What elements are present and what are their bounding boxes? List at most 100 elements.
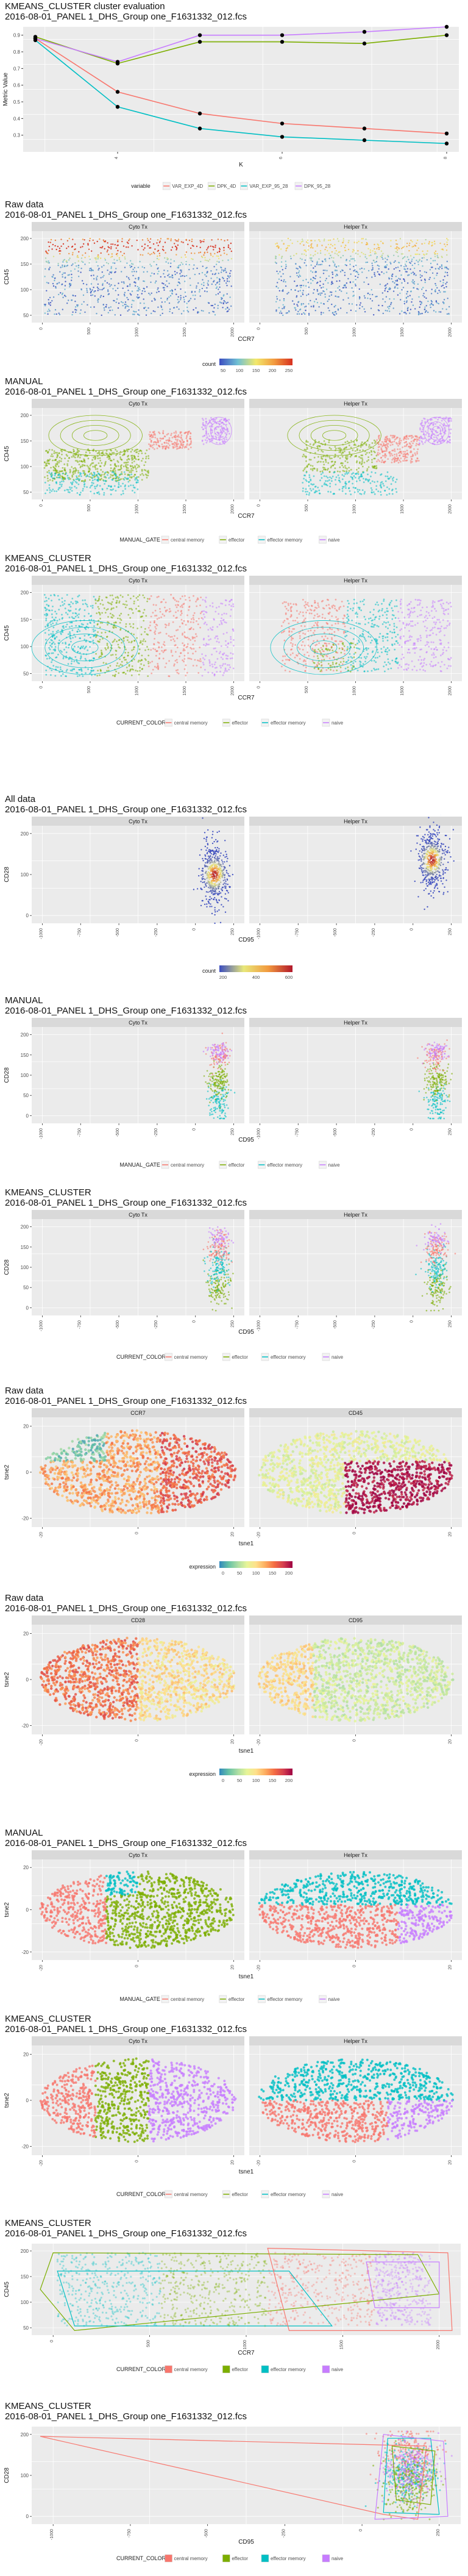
- manual-ccr7-point: [56, 470, 58, 472]
- kmeans-ccr7-point: [211, 606, 214, 608]
- kmeans-ccr7-point: [192, 653, 194, 655]
- manual-ccr7-point: [63, 469, 66, 471]
- manual-ccr7-point: [77, 483, 80, 485]
- manual-ccr7-point: [127, 473, 129, 476]
- raw-ccr7-point: [186, 302, 188, 304]
- manual-ccr7-point: [358, 476, 360, 478]
- raw-ccr7-point: [436, 302, 438, 304]
- manual-ccr7-point: [113, 485, 116, 487]
- raw-ccr7-point: [135, 271, 138, 273]
- raw-ccr7-point: [419, 306, 420, 308]
- manual-ccr7-point: [96, 484, 99, 486]
- raw-ccr7-point: [52, 256, 55, 257]
- kmeans-ccr7-point: [62, 657, 65, 660]
- manual-ccr7-point: [218, 423, 219, 424]
- manual-ccr7-point: [190, 443, 192, 445]
- raw-ccr7-point: [110, 284, 112, 286]
- raw-ccr7-point: [218, 288, 219, 290]
- raw-ccr7-point: [217, 304, 219, 307]
- raw-ccr7-point: [89, 268, 91, 270]
- raw-ccr7-point: [68, 237, 71, 240]
- raw-ccr7-point: [339, 307, 342, 309]
- manual-ccr7-point: [131, 476, 133, 478]
- manual-ccr7-point: [377, 481, 378, 483]
- raw-ccr7-point: [86, 290, 88, 292]
- manual-ccr7-point: [147, 474, 149, 476]
- manual-ccr7-point: [416, 451, 418, 453]
- raw-ccr7-point: [383, 273, 385, 274]
- raw-ccr7-point: [367, 248, 369, 249]
- raw-ccr7-point: [296, 313, 299, 315]
- manual-ccr7-point: [308, 474, 311, 476]
- manual-ccr7-point: [442, 431, 445, 434]
- kmeans-ccr7-point: [197, 659, 199, 662]
- kmeans-ccr7-point: [151, 672, 153, 674]
- raw-ccr7-point: [104, 240, 107, 242]
- kmeans-ccr7-point: [116, 599, 118, 602]
- raw-ccr7-point: [144, 243, 146, 245]
- eval-xtick-label: 8: [444, 157, 448, 159]
- kmeans-ccr7-point: [211, 629, 214, 631]
- manual-ccr7-point: [172, 443, 174, 445]
- manual-ccr7-point: [54, 467, 56, 470]
- raw-ccr7-point: [161, 301, 163, 303]
- manual-ccr7-point: [319, 479, 321, 482]
- manual-ccr7-point: [353, 475, 355, 478]
- raw-ccr7-title-line2: 2016-08-01_PANEL 1_DHS_Group one_F163133…: [5, 210, 247, 220]
- kmeans-ccr7-point: [92, 642, 94, 645]
- raw-ccr7-point: [299, 309, 301, 311]
- raw-ccr7-point: [217, 281, 219, 283]
- raw-ccr7-point: [335, 266, 337, 268]
- raw-ccr7-point: [303, 306, 306, 308]
- kmeans-ccr7-point: [116, 601, 118, 604]
- raw-ccr7-point: [293, 303, 295, 305]
- raw-ccr7-point: [442, 248, 444, 250]
- kmeans-ccr7-point: [194, 637, 196, 639]
- kmeans-ccr7-point: [84, 646, 87, 649]
- kmeans-ccr7-point: [83, 609, 86, 611]
- raw-ccr7-point: [208, 312, 210, 314]
- manual-ccr7-point: [365, 444, 367, 446]
- manual-ccr7-point: [360, 473, 363, 476]
- kmeans-ccr7-point: [171, 654, 174, 657]
- kmeans-ccr7-point: [199, 626, 201, 629]
- raw-ccr7-point: [58, 312, 60, 314]
- kmeans-ccr7-point: [79, 668, 81, 671]
- kmeans-ccr7-point: [174, 599, 176, 601]
- raw-ccr7-point: [385, 284, 387, 286]
- kmeans-ccr7-point: [190, 618, 193, 620]
- raw-ccr7-point: [319, 250, 322, 252]
- kmeans-ccr7-point: [87, 606, 89, 607]
- manual-ccr7-point: [147, 457, 150, 459]
- raw-ccr7-point: [108, 254, 110, 256]
- raw-ccr7-point: [434, 268, 437, 270]
- kmeans-ccr7-point: [93, 634, 95, 637]
- manual-ccr7-point: [353, 441, 355, 443]
- raw-ccr7-point: [141, 245, 143, 248]
- kmeans-ccr7-point: [168, 660, 170, 662]
- kmeans-ccr7-point: [140, 626, 143, 628]
- manual-ccr7-point: [303, 448, 306, 451]
- raw-ccr7-point: [80, 246, 82, 248]
- manual-ccr7-point: [338, 477, 341, 479]
- kmeans-ccr7-point: [105, 609, 108, 611]
- manual-ccr7-point: [339, 447, 341, 449]
- kmeans-ccr7-point: [230, 605, 232, 607]
- kmeans-ccr7-point: [126, 670, 129, 672]
- manual-ccr7-point: [221, 422, 222, 424]
- kmeans-ccr7-point: [202, 662, 204, 664]
- manual-ccr7-point: [208, 435, 210, 437]
- raw-ccr7-point: [405, 268, 406, 270]
- raw-ccr7-point: [62, 292, 64, 295]
- kmeans-ccr7-point: [190, 627, 193, 629]
- manual-ccr7-point: [190, 432, 191, 434]
- manual-ccr7-point: [101, 488, 104, 491]
- kmeans-ccr7-point: [97, 631, 99, 633]
- raw-ccr7-point: [160, 238, 162, 240]
- raw-ccr7-point: [200, 284, 203, 285]
- raw-ccr7-point: [104, 259, 107, 261]
- manual-ccr7-point: [131, 449, 133, 451]
- manual-ccr7-point: [418, 436, 420, 438]
- manual-ccr7-point: [330, 460, 333, 463]
